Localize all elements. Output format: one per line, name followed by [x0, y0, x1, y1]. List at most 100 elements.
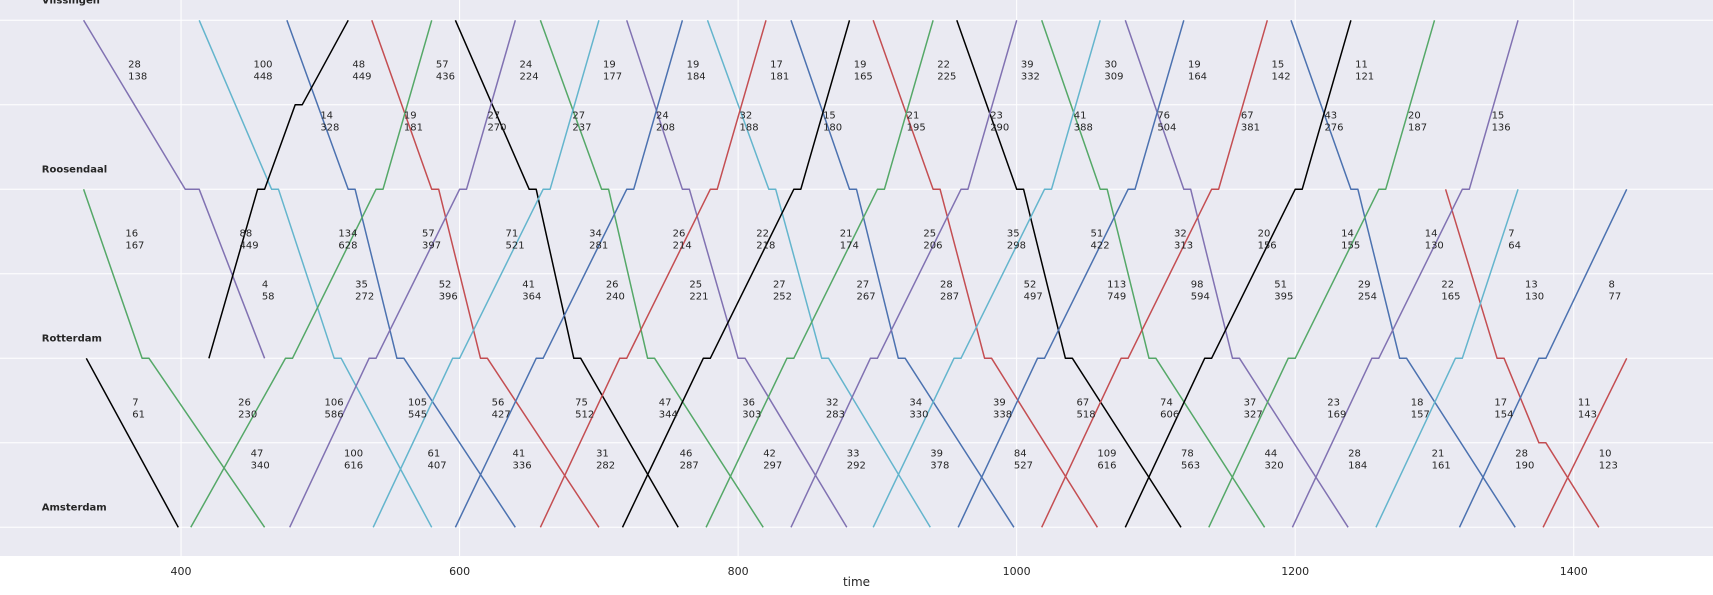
- annotation-label: 43 276: [1324, 110, 1343, 133]
- annotation-label: 34 330: [909, 398, 928, 421]
- annotation-top: 10: [1599, 448, 1612, 459]
- annotation-bottom: 225: [937, 72, 956, 83]
- annotation-bottom: 190: [1515, 460, 1534, 471]
- annotation-label: 14 155: [1341, 229, 1360, 252]
- annotation-label: 71 521: [506, 229, 525, 252]
- annotation-bottom: 449: [240, 241, 259, 252]
- annotation-label: 41 364: [522, 279, 541, 302]
- annotation-top: 8: [1609, 279, 1615, 290]
- annotation-bottom: 157: [1411, 410, 1430, 421]
- annotation-label: 35 298: [1007, 229, 1026, 252]
- annotation-top: 42: [763, 448, 776, 459]
- annotation-label: 41 336: [513, 448, 532, 471]
- series-line: [539, 20, 767, 528]
- annotation-bottom: 208: [656, 122, 675, 133]
- annotation-bottom: 281: [589, 241, 608, 252]
- annotation-label: 61 407: [428, 448, 447, 471]
- annotation-label: 39 338: [993, 398, 1012, 421]
- annotation-top: 27: [487, 110, 500, 121]
- annotation-label: 17 154: [1494, 398, 1513, 421]
- annotation-top: 17: [770, 60, 783, 71]
- annotation-top: 74: [1160, 398, 1173, 409]
- annotation-bottom: 180: [823, 122, 842, 133]
- series-layer: [82, 19, 1628, 528]
- annotation-top: 84: [1014, 448, 1027, 459]
- annotation-label: 78 563: [1181, 448, 1200, 471]
- annotation-label: 15 180: [823, 110, 842, 133]
- annotation-label: 27 252: [773, 279, 792, 302]
- annotation-label: 18 157: [1411, 398, 1430, 421]
- annotation-top: 32: [826, 398, 839, 409]
- annotation-top: 35: [355, 279, 368, 290]
- annotation-top: 22: [756, 229, 769, 240]
- annotation-bottom: 594: [1191, 291, 1210, 302]
- annotation-label: 52 396: [439, 279, 458, 302]
- annotation-top: 21: [907, 110, 920, 121]
- annotation-bottom: 586: [324, 410, 343, 421]
- annotation-bottom: 336: [513, 460, 532, 471]
- annotation-label: 100 616: [344, 448, 363, 471]
- series-line: [82, 19, 266, 359]
- annotation-bottom: 427: [492, 410, 511, 421]
- annotation-bottom: 221: [689, 291, 708, 302]
- annotation-bottom: 282: [596, 460, 615, 471]
- annotation-top: 4: [262, 279, 268, 290]
- annotation-bottom: 61: [132, 410, 145, 421]
- series-line: [1291, 20, 1519, 528]
- annotation-label: 47 344: [659, 398, 678, 421]
- series-line: [371, 20, 600, 528]
- annotation-bottom: 616: [344, 460, 363, 471]
- annotation-bottom: 64: [1508, 241, 1521, 252]
- annotation-top: 100: [344, 448, 363, 459]
- annotation-bottom: 165: [1441, 291, 1460, 302]
- annotation-bottom: 161: [1432, 460, 1451, 471]
- annotation-bottom: 177: [603, 72, 622, 83]
- annotation-label: 57 397: [422, 229, 441, 252]
- annotation-label: 21 174: [840, 229, 859, 252]
- annotation-top: 106: [324, 398, 343, 409]
- annotation-label: 28 184: [1348, 448, 1367, 471]
- series-line: [957, 20, 1185, 528]
- annotation-bottom: 497: [1024, 291, 1043, 302]
- annotation-top: 52: [439, 279, 452, 290]
- annotation-top: 27: [857, 279, 870, 290]
- annotation-bottom: 616: [1097, 460, 1116, 471]
- annotation-label: 26 214: [673, 229, 692, 252]
- x-tick-label: 1000: [1003, 565, 1031, 578]
- series-line: [190, 20, 433, 528]
- annotation-label: 98 594: [1191, 279, 1210, 302]
- annotation-bottom: 254: [1358, 291, 1377, 302]
- annotation-label: 35 272: [355, 279, 374, 302]
- annotation-bottom: 332: [1021, 72, 1040, 83]
- annotation-label: 105 545: [408, 398, 427, 421]
- annotation-label: 25 206: [923, 229, 942, 252]
- annotation-top: 16: [125, 229, 138, 240]
- annotation-bottom: 344: [659, 410, 678, 421]
- annotation-bottom: 436: [436, 72, 455, 83]
- annotation-top: 61: [428, 448, 441, 459]
- x-tick-label: 600: [449, 565, 470, 578]
- series-line: [705, 20, 934, 528]
- annotation-label: 37 327: [1244, 398, 1263, 421]
- annotation-label: 51 422: [1090, 229, 1109, 252]
- series-line: [1375, 189, 1519, 528]
- annotation-top: 98: [1191, 279, 1204, 290]
- annotation-label: 14 328: [320, 110, 339, 133]
- annotation-label: 134 628: [338, 229, 357, 252]
- annotation-label: 11 121: [1355, 60, 1374, 83]
- annotation-top: 47: [659, 398, 672, 409]
- series-line: [1040, 20, 1266, 528]
- annotation-bottom: 313: [1174, 241, 1193, 252]
- annotation-bottom: 58: [262, 291, 275, 302]
- annotation-label: 16 167: [125, 229, 144, 252]
- annotation-top: 20: [1258, 229, 1271, 240]
- annotation-label: 23 169: [1327, 398, 1346, 421]
- annotation-bottom: 138: [128, 72, 147, 83]
- annotation-label: 88 449: [240, 229, 259, 252]
- annotation-bottom: 338: [993, 410, 1012, 421]
- annotation-label: 31 282: [596, 448, 615, 471]
- annotation-bottom: 340: [251, 460, 270, 471]
